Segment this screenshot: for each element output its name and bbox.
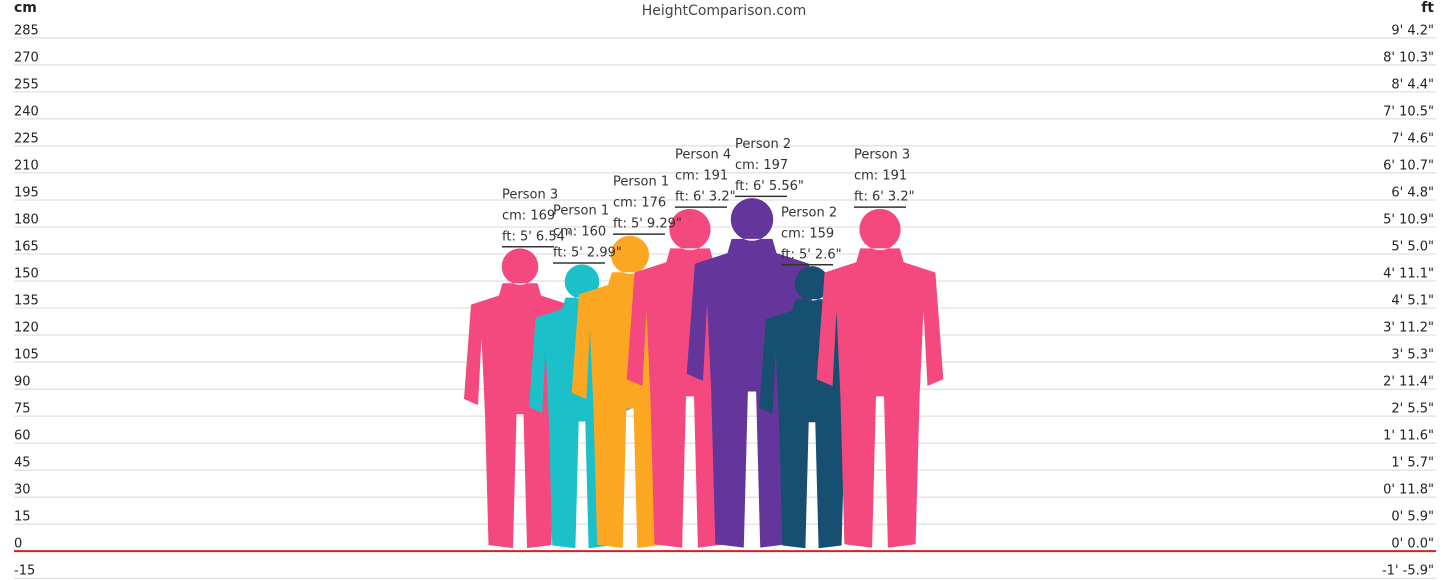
y-tick-label: 255 xyxy=(14,77,39,92)
y2-tick-label: 7' 4.6" xyxy=(1391,131,1434,146)
y-tick-label: 105 xyxy=(14,348,39,363)
person-cm: cm: 191 xyxy=(675,169,728,184)
y-tick-label: 150 xyxy=(14,266,39,281)
y-tick-label: 270 xyxy=(14,50,39,65)
person-ft: ft: 6' 3.2" xyxy=(675,190,736,205)
y-tick-label: 75 xyxy=(14,402,31,417)
y-tick-label: 45 xyxy=(14,456,31,471)
y2-tick-label: 1' 5.7" xyxy=(1391,456,1434,471)
person-cm: cm: 169 xyxy=(502,208,555,223)
y2-tick-label: 0' 11.8" xyxy=(1383,483,1434,498)
person-cm: cm: 160 xyxy=(553,224,606,239)
person-cm: cm: 197 xyxy=(735,158,788,173)
y-tick-label: -15 xyxy=(14,564,35,579)
person-cm: cm: 159 xyxy=(781,226,834,241)
person-name: Person 4 xyxy=(675,148,731,163)
y2-tick-label: 6' 4.8" xyxy=(1391,185,1434,200)
y2-tick-label: 5' 5.0" xyxy=(1391,239,1434,254)
y2-tick-label: 4' 5.1" xyxy=(1391,294,1434,309)
y-tick-label: 120 xyxy=(14,321,39,336)
person-name: Person 3 xyxy=(502,187,558,202)
y2-tick-label: 8' 4.4" xyxy=(1391,77,1434,92)
y2-tick-label: 0' 0.0" xyxy=(1391,537,1434,552)
y2-tick-label: 2' 11.4" xyxy=(1383,375,1434,390)
y-tick-label: 15 xyxy=(14,510,31,525)
person-cm: cm: 176 xyxy=(613,196,666,211)
y-tick-label: 60 xyxy=(14,429,31,444)
person-ft: ft: 6' 5.56" xyxy=(735,179,804,194)
person-ft: ft: 6' 3.2" xyxy=(854,190,915,205)
y-tick-label: 240 xyxy=(14,104,39,119)
y2-tick-label: 2' 5.5" xyxy=(1391,402,1434,417)
y-tick-label: 30 xyxy=(14,483,31,498)
person-ft: ft: 5' 2.99" xyxy=(553,245,622,260)
y-axis-label: cm xyxy=(14,0,37,16)
person-cm: cm: 191 xyxy=(854,169,907,184)
y2-tick-label: -1' -5.9" xyxy=(1382,564,1434,579)
y2-tick-label: 5' 10.9" xyxy=(1383,212,1434,227)
y-tick-label: 0 xyxy=(14,537,22,552)
y-tick-label: 90 xyxy=(14,375,31,390)
y-tick-label: 135 xyxy=(14,294,39,309)
site-title: HeightComparison.com xyxy=(642,3,806,19)
y2-tick-label: 4' 11.1" xyxy=(1383,266,1434,281)
y-tick-label: 180 xyxy=(14,212,39,227)
person-name: Person 3 xyxy=(854,148,910,163)
person-silhouette xyxy=(816,208,944,548)
person-name: Person 2 xyxy=(781,205,837,220)
y-tick-label: 225 xyxy=(14,131,39,146)
person-ft: ft: 5' 2.6" xyxy=(781,247,842,262)
y2-tick-label: 6' 10.7" xyxy=(1383,158,1434,173)
person-ft: ft: 5' 9.29" xyxy=(613,217,682,232)
y-tick-label: 165 xyxy=(14,239,39,254)
y2-tick-label: 0' 5.9" xyxy=(1391,510,1434,525)
y2-tick-label: 3' 11.2" xyxy=(1383,321,1434,336)
y-tick-label: 210 xyxy=(14,158,39,173)
y2-tick-label: 8' 10.3" xyxy=(1383,50,1434,65)
y2-tick-label: 3' 5.3" xyxy=(1391,348,1434,363)
y-tick-label: 285 xyxy=(14,23,39,38)
person-name: Person 2 xyxy=(735,137,791,152)
y2-tick-label: 1' 11.6" xyxy=(1383,429,1434,444)
y2-tick-label: 9' 4.2" xyxy=(1391,23,1434,38)
y2-axis-label: ft xyxy=(1421,0,1434,16)
y2-tick-label: 7' 10.5" xyxy=(1383,104,1434,119)
person-name: Person 1 xyxy=(553,203,609,218)
person-name: Person 1 xyxy=(613,175,669,190)
person-ft: ft: 5' 6.54" xyxy=(502,229,571,244)
y-tick-label: 195 xyxy=(14,185,39,200)
